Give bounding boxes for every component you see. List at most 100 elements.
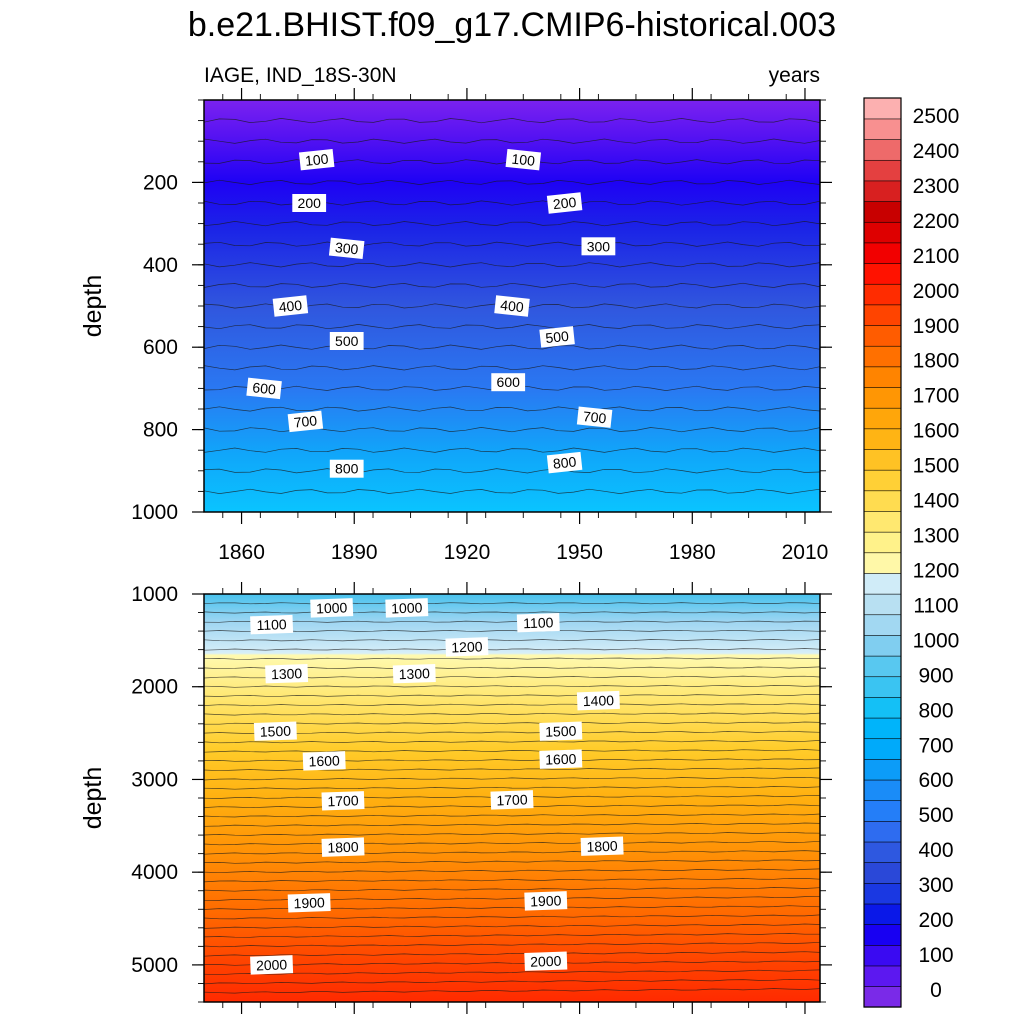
contour-label-box [253,721,297,741]
colorbar-box [863,903,902,925]
lower-contour-label: 1900 [524,891,568,911]
contour-label-box [250,614,294,635]
lower-contour-label: 1800 [580,836,624,856]
upper-contour-line [203,324,821,330]
upper-y-tick-labels: 200 400 600 800 1000 [131,171,178,524]
upper-contour-label: 700 [576,406,613,428]
lower-tick-marks [192,582,832,1014]
colorbar-box [863,944,902,967]
contour-label-text: 1100 [523,614,554,631]
colorbar-box [863,304,902,326]
lower-contour-label: 1600 [539,749,583,769]
contour-label-box [490,790,534,810]
lower-y-tick-label: 1000 [131,583,178,606]
upper-contour-line [203,282,821,288]
lower-contour-line [203,923,821,929]
upper-contour-label: 800 [329,459,364,478]
upper-contour-label: 400 [272,295,309,317]
contour-label-box [546,192,583,214]
colorbar-label: 900 [918,664,953,687]
upper-contour-label: 600 [491,373,526,392]
colorbar-label: 2300 [913,175,960,198]
lower-contour-lines [203,602,821,994]
lower-contour-line [203,602,821,605]
colorbar-label: 1900 [913,315,960,338]
contour-label-text: 1600 [545,751,577,768]
colorbar-label: 800 [918,699,953,722]
contour-label-text: 2000 [530,953,562,970]
contour-label-box [385,598,429,618]
contour-label-box [516,612,560,633]
x-tick-label: 1890 [331,541,378,564]
upper-contour-label: 100 [298,148,335,171]
colorbar-label: 1400 [913,490,960,513]
colorbar: 0 100 200 300 400 500 600 700 800 900 1000 1100 1200… [863,97,960,1008]
contour-label-text: 100 [304,151,329,169]
colorbar-box [863,841,902,863]
lower-y-tick-label: 5000 [131,954,178,977]
colorbar-box [863,882,902,905]
contour-label-box [505,148,542,171]
contour-label-text: 300 [334,239,359,257]
lower-contour-line [203,776,821,781]
upper-contour-label: 300 [328,237,365,260]
upper-contour-line [203,447,821,453]
upper-contour-line [203,221,821,227]
contour-label-box [524,891,568,911]
contour-label-box [329,332,364,350]
colorbar-label: 1200 [913,560,960,583]
contour-label-text: 600 [497,374,521,390]
contour-label-box [302,751,346,771]
contour-label-text: 1800 [327,839,359,856]
colorbar-box [863,469,902,492]
colorbar-box [863,779,902,802]
lower-contour-label: 1000 [310,598,354,618]
x-tick-label: 2010 [782,541,829,564]
colorbar-box [863,820,902,843]
colorbar-frame [863,97,902,1008]
lower-contour-line [203,712,821,716]
contour-label-box [580,836,624,856]
lower-contour-line [203,685,821,688]
upper-contour-line [203,179,821,185]
upper-y-tick-label: 400 [143,254,178,277]
colorbar-boxes [863,97,902,1008]
contour-label-text: 800 [552,453,577,471]
contour-label-text: 700 [582,408,607,426]
lower-contour-line [203,620,821,623]
chart-title: b.e21.BHIST.f09_g17.CMIP6-historical.003 [188,6,836,44]
lower-contour-line [203,859,821,864]
contour-label-text: 1100 [256,616,287,633]
lower-contour-labels: 1000 1000 1100 1100 1200 1300 1300 1400 1500 1500… [250,598,624,975]
contour-label-text: 500 [545,328,570,346]
colorbar-box [863,159,902,182]
colorbar-box [863,386,902,409]
colorbar-box [863,655,902,678]
lower-y-axis-title: depth [79,767,107,830]
contour-label-box [491,373,526,392]
colorbar-box [863,407,902,430]
contour-label-text: 1800 [586,838,618,855]
colorbar-label: 400 [918,839,953,862]
upper-contour-line [203,365,821,371]
colorbar-box [863,593,902,616]
lower-contour-line [204,721,821,725]
upper-contour-label: 100 [505,148,542,171]
lower-contour-label: 1100 [250,614,294,635]
upper-contour-label: 500 [539,326,575,348]
contour-label-box [539,721,583,741]
colorbar-box [863,572,902,595]
right-subtitle: years [769,64,820,87]
colorbar-box [863,324,902,347]
upper-contour-line [203,138,821,144]
colorbar-box [863,180,902,202]
colorbar-box [863,201,902,223]
lower-y-tick-labels: 1000 2000 3000 4000 5000 [131,583,178,977]
colorbar-label: 1800 [913,350,960,373]
lower-contour-line [203,840,821,846]
colorbar-box [863,531,902,554]
lower-contour-label: 1500 [253,721,297,741]
contour-label-text: 200 [298,195,322,211]
colorbar-box [863,97,902,120]
